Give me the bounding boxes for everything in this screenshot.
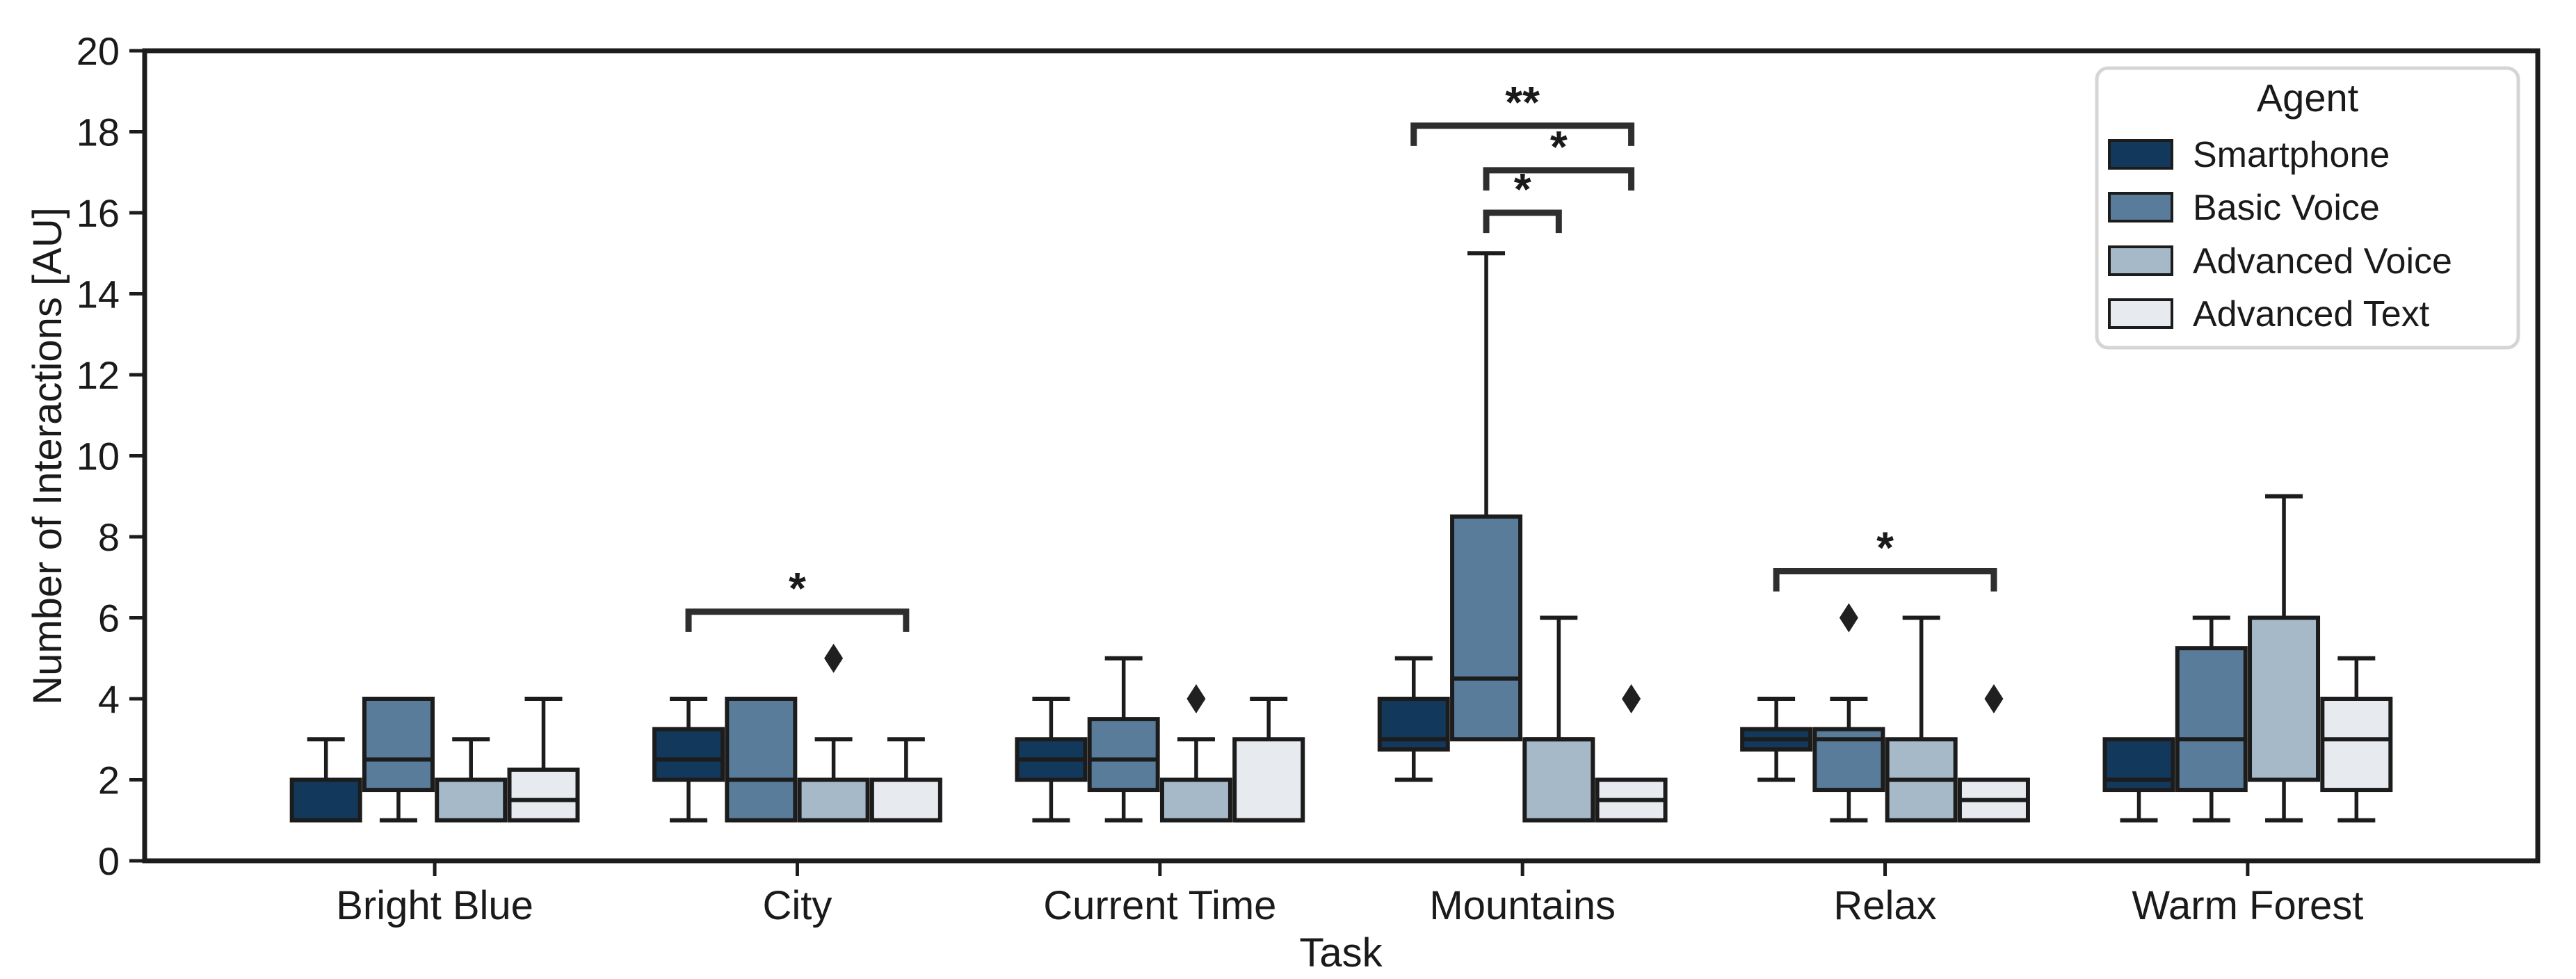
significance-label: **: [1505, 77, 1540, 127]
outlier-diamond-advanced-voice-current-time: [1186, 684, 1206, 713]
y-tick-label: 16: [77, 191, 120, 235]
y-tick-label: 6: [98, 597, 120, 640]
box-advanced-text-city: [869, 777, 942, 823]
legend-item-label: Smartphone: [2193, 135, 2390, 175]
box-basic-voice-warm-forest: [2175, 646, 2248, 793]
legend-item: Advanced Voice: [2108, 241, 2452, 282]
outlier-diamond-basic-voice-relax: [1839, 603, 1858, 633]
y-tick-label: 8: [98, 515, 120, 559]
legend-swatch-basic-voice: [2108, 192, 2173, 222]
x-tick-label: Warm Forest: [2132, 883, 2363, 928]
legend-title: Agent: [2257, 76, 2359, 120]
box-advanced-voice-city: [797, 777, 870, 823]
y-tick-label: 14: [77, 273, 120, 316]
y-tick-label: 18: [77, 111, 120, 154]
legend-item: Basic Voice: [2108, 188, 2380, 228]
x-tick-label: City: [763, 883, 832, 928]
legend-item-label: Advanced Voice: [2193, 241, 2452, 282]
legend-swatch-advanced-text: [2108, 298, 2173, 329]
legend: Agent Smartphone Basic Voice Advanced Vo…: [2095, 66, 2520, 350]
y-tick-label: 12: [77, 353, 120, 397]
box-advanced-voice-bright-blue: [435, 777, 508, 823]
x-tick-label: Current Time: [1043, 883, 1276, 928]
legend-item: Advanced Text: [2108, 294, 2430, 334]
box-advanced-text-current-time: [1232, 737, 1305, 823]
significance-bracket: [1410, 122, 1635, 146]
legend-swatch-advanced-voice: [2108, 245, 2173, 276]
y-tick-label: 2: [98, 759, 120, 802]
significance-bracket: [1483, 209, 1562, 234]
y-axis-title: Number of Interactions [AU]: [25, 207, 70, 705]
x-axis-title: Task: [1299, 930, 1383, 976]
box-advanced-voice-warm-forest: [2248, 615, 2321, 782]
box-basic-voice-mountains: [1450, 514, 1523, 742]
box-smartphone-bright-blue: [289, 777, 362, 823]
outlier-diamond-advanced-text-mountains: [1622, 684, 1641, 713]
y-tick-label: 4: [98, 677, 120, 721]
outlier-diamond-advanced-voice-city: [824, 643, 844, 673]
y-tick-label: 0: [98, 839, 120, 883]
box-basic-voice-city: [725, 697, 798, 823]
significance-bracket: [1483, 167, 1635, 191]
box-advanced-voice-mountains: [1522, 737, 1595, 823]
significance-bracket: [685, 608, 910, 632]
y-tick-label: 10: [77, 435, 120, 478]
box-advanced-voice-current-time: [1159, 777, 1232, 823]
legend-item-label: Basic Voice: [2193, 188, 2380, 228]
significance-label: *: [1550, 122, 1568, 172]
box-advanced-text-bright-blue: [507, 767, 580, 823]
significance-label: *: [1876, 523, 1894, 573]
plot-marks: 0 2 4 6 8 10 12 14 16 18 20 Bright Blue City Current …: [77, 29, 2541, 928]
x-tick-label: Mountains: [1429, 883, 1616, 928]
box-basic-voice-bright-blue: [362, 697, 435, 793]
box-basic-voice-current-time: [1087, 717, 1160, 793]
legend-box: [2095, 66, 2520, 350]
x-tick-label: Bright Blue: [336, 883, 533, 928]
legend-item-label: Advanced Text: [2193, 294, 2430, 334]
box-advanced-text-warm-forest: [2320, 697, 2393, 793]
significance-label: *: [789, 563, 806, 613]
legend-item: Smartphone: [2108, 135, 2390, 175]
outlier-diamond-advanced-text-relax: [1984, 684, 2004, 713]
legend-swatch-smartphone: [2108, 139, 2173, 170]
y-tick-label: 20: [77, 29, 120, 73]
significance-bracket: [1773, 568, 1997, 592]
box-smartphone-mountains: [1377, 697, 1450, 752]
box-smartphone-city: [652, 727, 725, 782]
x-tick-label: Relax: [1833, 883, 1936, 928]
box-smartphone-warm-forest: [2102, 737, 2175, 793]
